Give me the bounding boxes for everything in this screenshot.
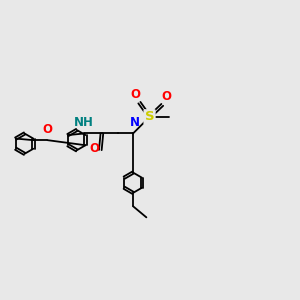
Text: O: O — [90, 142, 100, 155]
Text: O: O — [130, 88, 141, 101]
Text: O: O — [161, 90, 171, 103]
Text: NH: NH — [74, 116, 94, 129]
Text: S: S — [145, 110, 154, 124]
Text: N: N — [130, 116, 140, 129]
Text: O: O — [43, 123, 52, 136]
